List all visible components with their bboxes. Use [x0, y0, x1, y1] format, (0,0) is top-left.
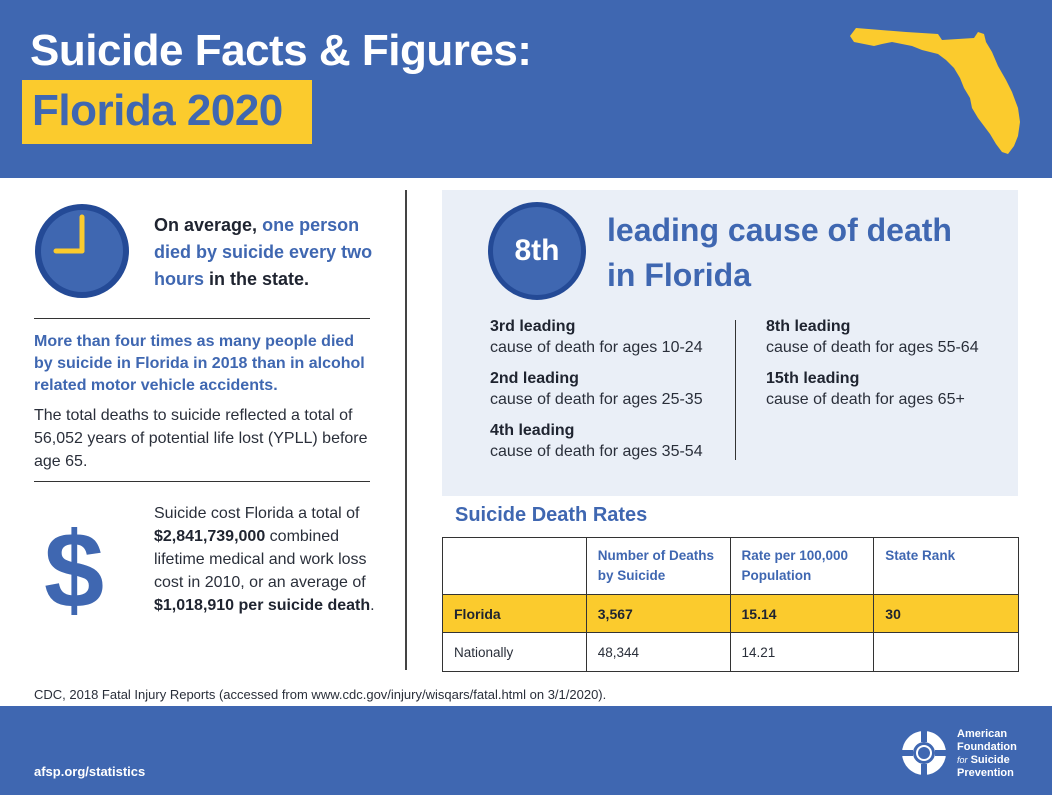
rank-label: 2nd leading: [490, 370, 579, 387]
dollar-icon: $: [44, 509, 105, 630]
table-row: Florida 3,567 15.14 30: [442, 594, 1019, 633]
rank-label: 3rd leading: [490, 318, 576, 335]
rank-item: 8th leading cause of death for ages 55-6…: [766, 316, 1016, 358]
cost-total: $2,841,739,000: [154, 528, 266, 545]
page-title: Suicide Facts & Figures:: [30, 26, 532, 75]
table-cell: 3,567: [585, 594, 731, 633]
cost-per-death: $1,018,910 per suicide death: [154, 597, 371, 614]
section-divider: [34, 481, 370, 482]
table-cell: [873, 632, 1019, 672]
subtitle-highlight: [22, 80, 312, 144]
table-cell: 30: [873, 594, 1019, 633]
table-header-cell: State Rank: [873, 537, 1019, 595]
rank-label: 15th leading: [766, 370, 860, 387]
table-header-row: Number of Deaths by Suicide Rate per 100…: [442, 537, 1019, 595]
leading-cause-title: leading cause of death in Florida: [607, 212, 952, 293]
org-name-line: American: [957, 728, 1008, 740]
section-divider: [34, 318, 370, 319]
rank-item: 3rd leading cause of death for ages 10-2…: [490, 316, 740, 358]
panel-divider: [735, 320, 736, 460]
organization-name: American Foundation for Suicide Preventi…: [957, 728, 1047, 780]
rank-badge-text: 8th: [514, 234, 560, 267]
page-subtitle: Florida 2020: [32, 86, 283, 135]
stat-prefix: On average,: [154, 215, 258, 235]
stat-highlight: one person died by suicide every two hou…: [154, 215, 373, 289]
table-header-cell: [442, 537, 587, 595]
cost-text-2: combined lifetime medical and work loss …: [154, 528, 367, 591]
footer-banner: [0, 706, 1052, 795]
stat-suffix: in the state.: [209, 269, 310, 289]
table-cell: 14.21: [729, 632, 875, 672]
table-header-cell: Rate per 100,000 Population: [729, 537, 875, 595]
stat-alcohol-comparison: More than four times as many people died…: [34, 333, 365, 394]
table-cell: 15.14: [729, 594, 875, 633]
lifebuoy-logo-icon: [901, 730, 947, 776]
column-divider: [405, 190, 407, 670]
org-name-for: for: [957, 755, 968, 765]
florida-state-map-icon: [850, 28, 1020, 154]
rank-description: cause of death for ages 35-54: [490, 443, 703, 460]
rank-description: cause of death for ages 65+: [766, 391, 965, 408]
table-header-cell: Number of Deaths by Suicide: [585, 537, 731, 595]
org-name-line: Foundation: [957, 741, 1017, 753]
footer-link[interactable]: afsp.org/statistics: [34, 764, 146, 779]
rank-item: 15th leading cause of death for ages 65+: [766, 368, 1016, 410]
death-rates-table: Number of Deaths by Suicide Rate per 100…: [442, 537, 1019, 672]
cost-text-1: Suicide cost Florida a total of: [154, 505, 360, 522]
rank-label: 4th leading: [490, 422, 575, 439]
stat-ypll: The total deaths to suicide reflected a …: [34, 407, 368, 470]
rank-label: 8th leading: [766, 318, 851, 335]
table-row: Nationally 48,344 14.21: [442, 632, 1019, 672]
stat-cost: Suicide cost Florida a total of $2,841,7…: [154, 502, 379, 617]
rank-description: cause of death for ages 10-24: [490, 339, 703, 356]
rank-badge: 8th: [488, 202, 586, 300]
rank-description: cause of death for ages 25-35: [490, 391, 703, 408]
org-name-line: for Suicide: [957, 754, 1047, 767]
stat-suicide-frequency: On average, one person died by suicide e…: [154, 212, 384, 293]
org-name-line: Prevention: [957, 767, 1014, 779]
table-cell: Florida: [442, 594, 587, 633]
rank-item: 2nd leading cause of death for ages 25-3…: [490, 368, 740, 410]
table-cell: Nationally: [442, 632, 587, 672]
table-title: Suicide Death Rates: [455, 504, 648, 526]
source-citation: CDC, 2018 Fatal Injury Reports (accessed…: [34, 687, 607, 702]
org-name-word: Suicide: [970, 754, 1010, 766]
table-cell: 48,344: [585, 632, 731, 672]
rank-description: cause of death for ages 55-64: [766, 339, 979, 356]
cost-text-3: .: [370, 597, 375, 614]
clock-icon: [35, 204, 129, 298]
rank-item: 4th leading cause of death for ages 35-5…: [490, 420, 740, 462]
